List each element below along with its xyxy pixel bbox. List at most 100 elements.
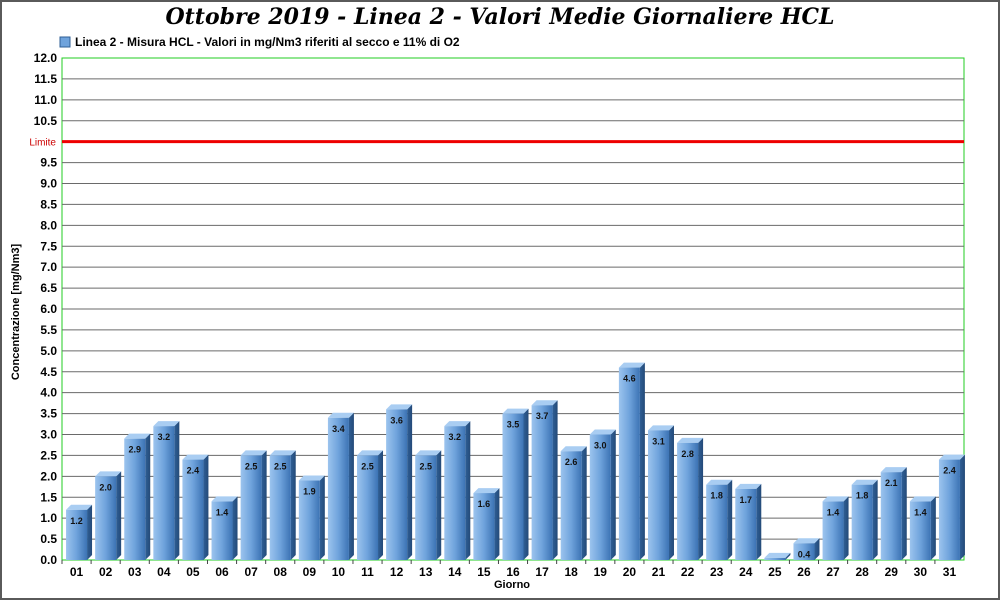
bar-side [319, 475, 325, 560]
y-tick-label: 0.0 [40, 553, 57, 567]
bar-value-label: 3.5 [507, 420, 520, 430]
bar-value-label: 1.7 [740, 495, 753, 505]
bar-top [240, 450, 267, 456]
bar-value-label: 2.5 [274, 461, 287, 471]
bar-side [872, 479, 878, 560]
x-tick-label: 05 [186, 565, 200, 579]
bar [66, 509, 88, 560]
bar [182, 459, 204, 560]
bar [124, 438, 146, 560]
bar [909, 501, 931, 560]
bar-side [378, 450, 384, 560]
bar-value-label: 3.1 [652, 436, 665, 446]
x-tick-label: 27 [826, 565, 840, 579]
bar-value-label: 1.4 [914, 507, 927, 517]
bar-side [436, 450, 442, 560]
bar [386, 409, 408, 560]
bar-top [269, 450, 296, 456]
bar-side [843, 496, 849, 560]
bar-value-label: 1.4 [827, 507, 840, 517]
y-tick-label: 1.5 [40, 490, 57, 504]
bar-top [531, 400, 558, 406]
x-tick-label: 15 [477, 565, 491, 579]
bar-side [581, 446, 587, 560]
bar-side [814, 538, 820, 560]
bar-side [290, 450, 296, 560]
x-tick-label: 16 [506, 565, 520, 579]
bar-top [298, 475, 325, 481]
x-tick-label: 29 [885, 565, 899, 579]
legend-entry: Linea 2 - Misura HCL - Valori in mg/Nm3 … [75, 35, 460, 49]
bar-top [182, 454, 209, 460]
y-tick-label: 2.0 [40, 469, 57, 483]
bar-value-label: 2.6 [565, 457, 578, 467]
bar-top [473, 488, 500, 494]
bar-value-label: 1.2 [70, 516, 83, 526]
bar-top [327, 412, 354, 418]
bar-value-label: 0.4 [798, 549, 811, 559]
bar-top [764, 552, 791, 558]
bar [938, 459, 960, 560]
bar-top [589, 429, 616, 435]
x-tick-label: 25 [768, 565, 782, 579]
bar-top [647, 425, 674, 431]
bar-top [444, 421, 471, 427]
bar-top [880, 467, 907, 473]
x-axis-label: Giorno [494, 579, 530, 591]
bar [95, 476, 117, 560]
x-tick-label: 07 [244, 565, 258, 579]
bar-side [465, 421, 471, 560]
x-tick-label: 13 [419, 565, 433, 579]
bar [153, 426, 175, 560]
x-tick-label: 17 [535, 565, 549, 579]
legend-swatch [59, 36, 71, 48]
bar-top [560, 446, 587, 452]
x-tick-label: 10 [332, 565, 346, 579]
bar-top [386, 404, 413, 410]
y-tick-label: 5.5 [40, 323, 57, 337]
y-tick-label: 6.5 [40, 281, 57, 295]
bar-top [938, 454, 965, 460]
bar [560, 451, 582, 560]
bar-value-label: 3.4 [332, 424, 345, 434]
y-tick-label: 1.0 [40, 511, 57, 525]
x-tick-label: 01 [70, 565, 84, 579]
bar-value-label: 4.6 [623, 374, 636, 384]
bar [327, 417, 349, 560]
bar-side [145, 433, 151, 560]
bar-value-label: 2.5 [361, 461, 374, 471]
x-tick-label: 20 [623, 565, 637, 579]
bar-top [618, 362, 645, 368]
x-tick-label: 18 [565, 565, 579, 579]
bar-side [756, 483, 762, 560]
bar-top [153, 421, 180, 427]
bar-side [552, 400, 558, 560]
x-axis-ticks: 01 02 03 04 05 06 07 08 09 10 11 12 13 14 15 16 17 18 19 20… [61, 560, 956, 579]
bar-side [87, 504, 93, 560]
y-tick-label: 6.0 [40, 302, 57, 316]
x-tick-label: 26 [797, 565, 811, 579]
bar-top [357, 450, 384, 456]
bar-top [124, 433, 151, 439]
bar-top [211, 496, 238, 502]
y-tick-label: 4.5 [40, 365, 57, 379]
y-tick-label: 0.5 [40, 532, 57, 546]
x-tick-label: 30 [914, 565, 928, 579]
bar-top [735, 483, 762, 489]
bar [793, 543, 815, 560]
y-tick-label: 10.5 [34, 114, 58, 128]
bar [618, 367, 640, 560]
y-tick-label: 7.5 [40, 239, 57, 253]
bar-side [901, 467, 907, 560]
bar-side [930, 496, 936, 560]
y-tick-label: 11.0 [34, 93, 57, 107]
bar [880, 472, 902, 560]
x-tick-label: 14 [448, 565, 462, 579]
bar-side [959, 454, 965, 560]
x-tick-label: 12 [390, 565, 404, 579]
x-tick-label: 03 [128, 565, 142, 579]
y-tick-label: 9.5 [40, 156, 57, 170]
y-tick-label: 3.5 [40, 407, 57, 421]
